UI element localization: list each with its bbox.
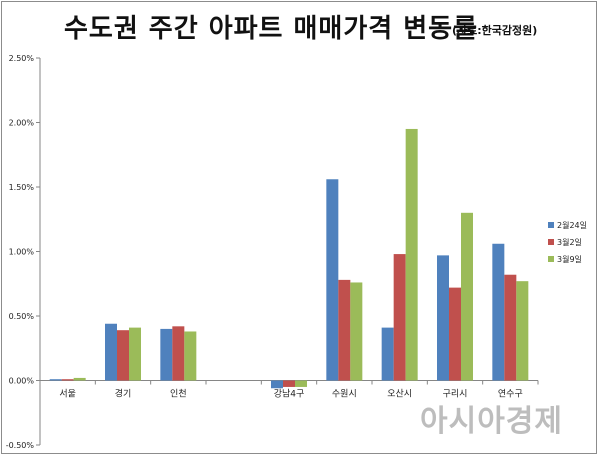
bar [381, 327, 394, 381]
legend-label: 2월24일 [557, 220, 587, 230]
legend-label: 3월2일 [557, 237, 582, 247]
x-category-label: 구리시 [443, 389, 468, 400]
chart-labels: 2.50% 2.00% 1.50% 1.00% 0.50% 0.00% -0.50% 서울 경기… [6, 54, 523, 450]
y-tick-label: 0.50% [9, 312, 35, 321]
bar [437, 255, 449, 381]
bar [172, 326, 185, 381]
bar [461, 212, 473, 381]
y-tick-label: 2.00% [9, 119, 35, 128]
bar [516, 281, 529, 381]
legend-swatch [548, 256, 554, 262]
bar [326, 179, 339, 381]
bar [338, 279, 351, 381]
bar [49, 379, 62, 381]
bar [449, 287, 461, 381]
bar [295, 380, 307, 387]
x-category-label: 연수구 [498, 389, 523, 400]
chart-bars [49, 128, 529, 389]
y-tick-label: 2.50% [9, 54, 35, 63]
bar [283, 380, 295, 387]
x-category-label: 인천 [170, 389, 187, 400]
chart-title: 수도권 주간 아파트 매매가격 변동률 [64, 14, 479, 44]
bar [405, 128, 418, 381]
y-tick-label: 1.00% [9, 248, 35, 257]
bar [271, 380, 283, 389]
bar [184, 331, 197, 381]
y-tick-label: 1.50% [9, 183, 35, 192]
bar [105, 323, 117, 381]
x-category-label: 서울 [59, 389, 76, 400]
legend-label: 3월9일 [557, 254, 582, 264]
bar [160, 328, 173, 381]
x-category-label: 경기 [115, 388, 132, 400]
legend-swatch [548, 239, 554, 245]
legend-swatch [548, 222, 554, 228]
bar [393, 254, 406, 381]
bar [73, 377, 86, 381]
x-category-label: 오산시 [387, 389, 412, 400]
x-category-label: 수원시 [332, 389, 357, 400]
bar [504, 274, 517, 381]
bar [492, 243, 505, 381]
bar [61, 379, 74, 381]
y-tick-label: 0.00% [9, 377, 35, 386]
chart-legend: 2월24일 3월2일 3월9일 [548, 220, 587, 264]
bar [129, 327, 141, 381]
y-tick-label: -0.50% [6, 441, 35, 450]
watermark-logo: 아시아경제 [420, 404, 563, 439]
bar [117, 330, 129, 381]
x-category-label: 강남4구 [274, 389, 305, 400]
source-note: (자료:한국감정원) [452, 24, 538, 37]
bar [350, 282, 363, 381]
